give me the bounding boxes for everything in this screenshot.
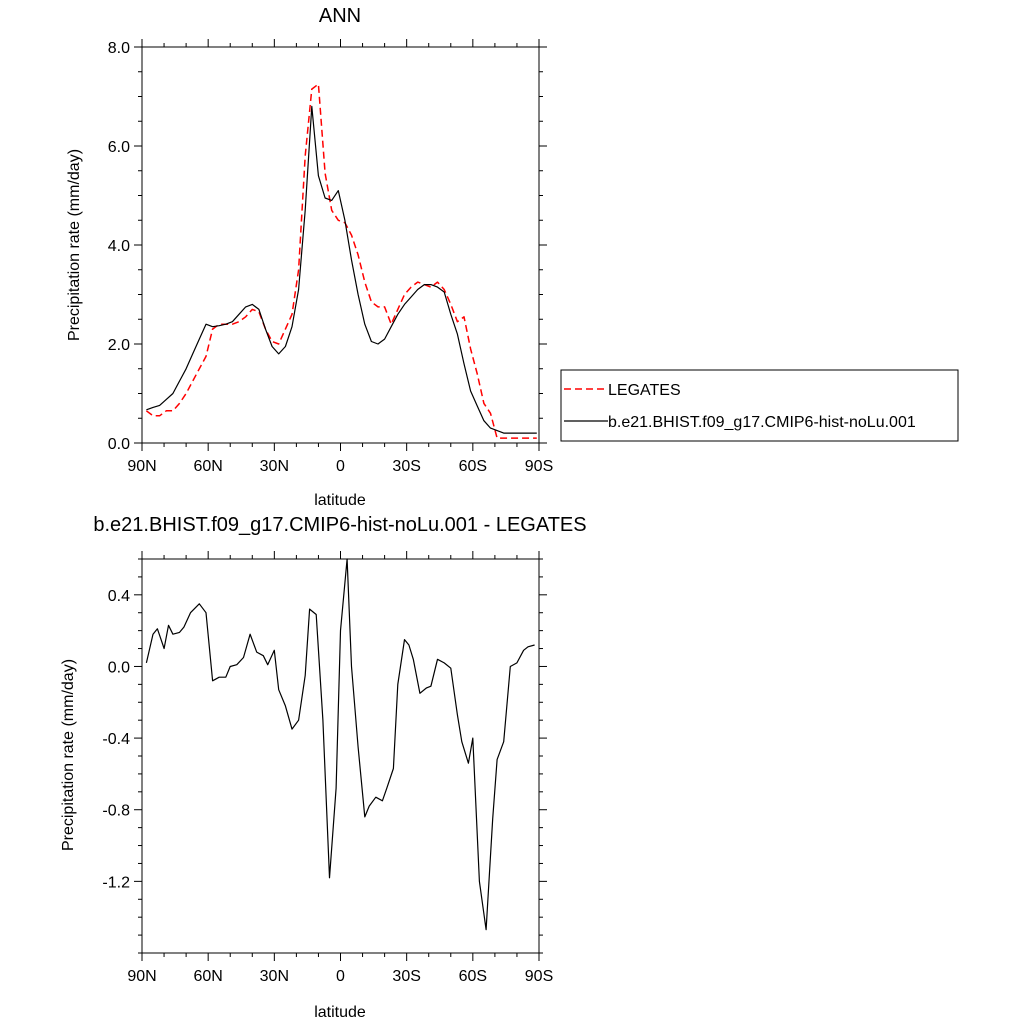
plot-area: 90N 60N 30N 0 30S 60S 90S 0.4 0.0 -0.4 -0.8 -1.2: [102, 551, 553, 985]
y-axis-label: Precipitation rate (mm/day): [66, 149, 83, 341]
y-tick-label: 8.0: [108, 40, 130, 57]
y-axis-label: Precipitation rate (mm/day): [60, 659, 77, 851]
y-tick-label: 4.0: [108, 238, 130, 255]
y-tick-label: 6.0: [108, 139, 130, 156]
x-tick-label: 90N: [127, 458, 156, 475]
x-tick-label: 30S: [392, 458, 420, 475]
chart-title: ANN: [319, 5, 361, 27]
y-tick-label: 0.0: [108, 436, 130, 453]
plot-frame: [141, 558, 540, 954]
zonal-mean-panel: ANN 90N 60N 30N 0 30S 60S 90S 0.0 2.0 4.0 6.0 8.0 P…: [66, 5, 553, 509]
x-tick-label: 60N: [193, 968, 222, 985]
y-tick-label: 0.0: [108, 659, 130, 676]
x-tick-label: 30N: [260, 968, 289, 985]
x-tick-label: 30N: [260, 458, 289, 475]
x-tick-label: 60N: [193, 458, 222, 475]
y-tick-label: 2.0: [108, 337, 130, 354]
x-tick-label: 90S: [525, 458, 553, 475]
x-tick-label: 60S: [459, 968, 487, 985]
x-tick-label: 60S: [459, 458, 487, 475]
legend-box: [560, 369, 959, 442]
y-tick-label: 0.4: [108, 588, 130, 605]
difference-panel: b.e21.BHIST.f09_g17.CMIP6-hist-noLu.001 …: [60, 514, 587, 1021]
chart-title: b.e21.BHIST.f09_g17.CMIP6-hist-noLu.001 …: [93, 514, 586, 536]
y-tick-label: -1.2: [102, 874, 130, 891]
x-tick-label: 0: [336, 458, 345, 475]
legend-label-model: b.e21.BHIST.f09_g17.CMIP6-hist-noLu.001: [608, 414, 916, 431]
y-tick-label: -0.8: [102, 803, 130, 820]
x-tick-label: 90N: [127, 968, 156, 985]
x-tick-label: 0: [336, 968, 345, 985]
x-axis-label: latitude: [314, 492, 366, 509]
legend-label-legates: LEGATES: [608, 382, 681, 399]
x-tick-label: 30S: [392, 968, 420, 985]
x-axis-label: latitude: [314, 1004, 366, 1021]
plot-area: 90N 60N 30N 0 30S 60S 90S 0.0 2.0 4.0 6.0 8.0: [108, 39, 553, 475]
series-line-0: [145, 83, 537, 439]
x-tick-label: 90S: [525, 968, 553, 985]
series-line-0: [145, 558, 535, 931]
y-tick-label: -0.4: [102, 731, 130, 748]
series-line-1: [146, 105, 537, 434]
legend: LEGATES b.e21.BHIST.f09_g17.CMIP6-hist-n…: [560, 369, 959, 442]
